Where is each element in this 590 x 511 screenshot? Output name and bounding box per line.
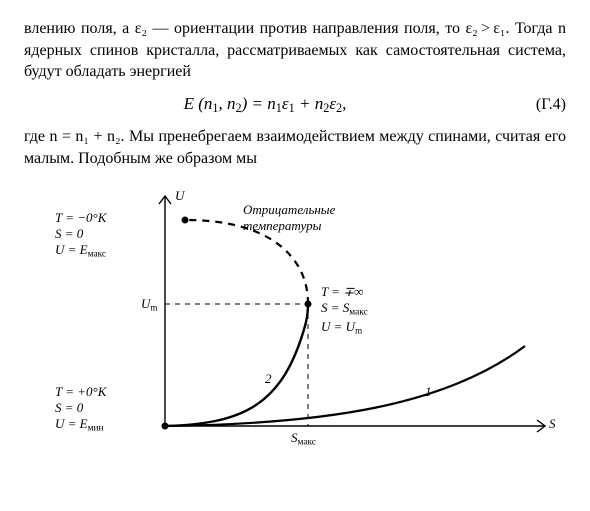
point-top	[182, 216, 189, 223]
label-Um: Um	[141, 296, 157, 314]
point-bottom	[162, 422, 169, 429]
paragraph-1: вле­нию поля, а ε₂ — ори­ен­та­ции про­т…	[24, 18, 566, 83]
curve-2-solid	[165, 304, 308, 426]
equation-number: (Г.4)	[506, 94, 566, 116]
paragraph-2: где n = n₁ + n₂. Мы пре­не­бре­га­ем вза…	[24, 126, 566, 169]
label-neg-temp: Отрицательные температуры	[243, 202, 335, 235]
figure: U S Отрицательные температуры T = −0°K S…	[25, 176, 565, 456]
point-mid	[305, 300, 312, 307]
curve-1	[165, 346, 525, 426]
x-axis-label: S	[549, 416, 556, 432]
equation-row: E (n1, n2) = n1ε1 + n2ε2, (Г.4)	[24, 93, 566, 117]
label-curve-1: 1	[425, 384, 432, 400]
y-axis-label: U	[175, 188, 184, 204]
label-curve-2: 2	[265, 371, 272, 387]
label-Smax: Sмакс	[291, 430, 316, 449]
label-state-bottom: T = +0°K S = 0 U = Eмин	[55, 384, 106, 436]
equation: E (n1, n2) = n1ε1 + n2ε2,	[24, 93, 506, 117]
label-midpoint: T = ∓∞ S = Sмакс U = Um	[321, 284, 368, 337]
label-state-top: T = −0°K S = 0 U = Eмакс	[55, 210, 106, 262]
